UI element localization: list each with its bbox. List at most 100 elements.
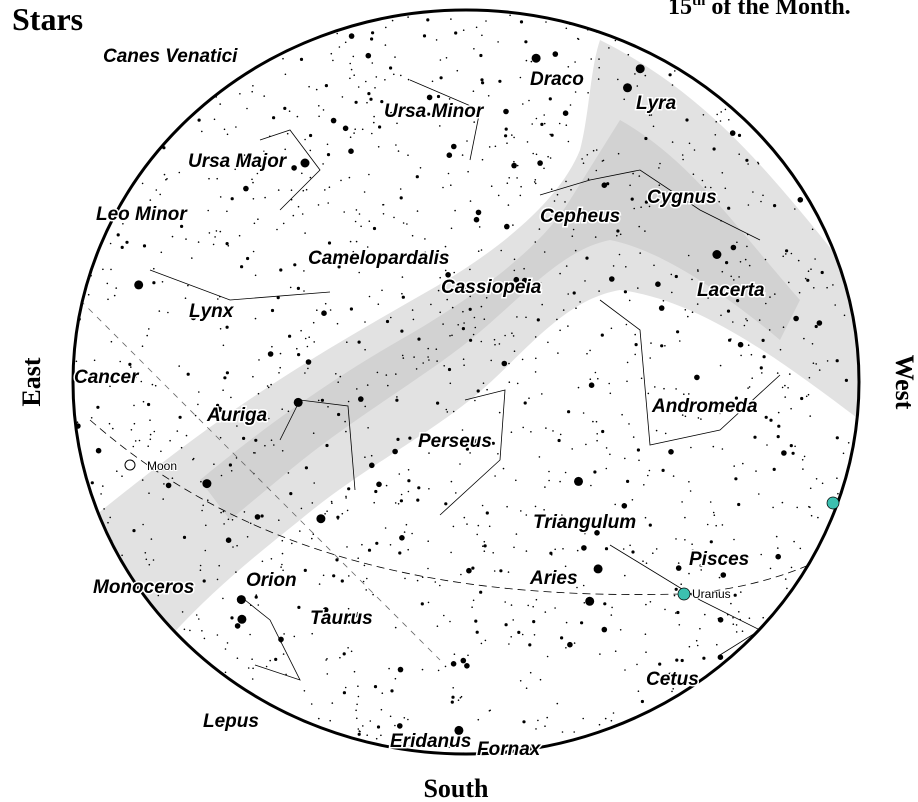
- star: [225, 672, 227, 674]
- star: [248, 667, 250, 669]
- star: [552, 430, 554, 432]
- star: [217, 298, 219, 300]
- star: [393, 74, 395, 76]
- star: [570, 104, 572, 106]
- star: [636, 64, 645, 73]
- star: [179, 172, 181, 174]
- star: [343, 126, 349, 132]
- star: [387, 385, 389, 387]
- star: [516, 316, 518, 318]
- star: [566, 28, 568, 30]
- star: [445, 270, 447, 272]
- star: [159, 194, 161, 196]
- star: [422, 362, 424, 364]
- star: [579, 301, 581, 303]
- star: [404, 578, 406, 580]
- star: [791, 253, 793, 255]
- star: [791, 567, 793, 569]
- star: [257, 218, 259, 220]
- star: [231, 470, 233, 472]
- star: [802, 468, 804, 470]
- star: [356, 704, 358, 706]
- star: [236, 457, 238, 459]
- star: [663, 388, 665, 390]
- star: [408, 79, 410, 81]
- star: [494, 570, 496, 572]
- star: [226, 242, 229, 245]
- star: [213, 463, 215, 465]
- star: [462, 154, 464, 156]
- star: [201, 131, 203, 133]
- star: [691, 279, 693, 281]
- star: [598, 67, 600, 69]
- star: [581, 545, 587, 551]
- star: [377, 372, 379, 374]
- star: [616, 235, 618, 237]
- star: [626, 381, 628, 383]
- star: [230, 616, 233, 619]
- star: [349, 177, 351, 179]
- star: [679, 624, 681, 626]
- star: [596, 421, 598, 423]
- star: [777, 435, 780, 438]
- star: [283, 223, 285, 225]
- star: [395, 502, 397, 504]
- constellation-label: Lyra: [636, 93, 677, 114]
- star: [310, 177, 312, 179]
- star: [700, 418, 702, 420]
- star: [231, 197, 234, 200]
- star: [289, 110, 291, 112]
- star: [289, 492, 292, 495]
- star: [812, 229, 814, 231]
- star: [481, 81, 484, 84]
- star: [145, 552, 147, 554]
- star: [790, 444, 793, 447]
- star: [481, 643, 483, 645]
- star: [280, 566, 282, 568]
- star: [565, 566, 567, 568]
- star: [476, 210, 482, 216]
- star: [358, 272, 360, 274]
- star: [494, 475, 496, 477]
- star: [535, 506, 537, 508]
- star: [406, 524, 408, 526]
- star: [624, 290, 627, 293]
- star: [370, 37, 373, 40]
- star: [216, 178, 218, 180]
- star: [722, 271, 724, 273]
- star: [223, 376, 226, 379]
- star: [461, 696, 463, 698]
- star: [297, 116, 299, 118]
- star: [424, 238, 426, 240]
- star: [416, 499, 419, 502]
- star: [404, 717, 406, 719]
- star: [253, 251, 255, 253]
- star: [407, 154, 409, 156]
- star: [551, 134, 554, 137]
- star: [675, 538, 677, 540]
- star: [185, 297, 187, 299]
- star: [282, 58, 284, 60]
- star: [399, 473, 401, 475]
- star: [287, 133, 289, 135]
- star: [218, 565, 220, 567]
- star: [373, 227, 376, 230]
- star: [645, 633, 647, 635]
- star: [504, 134, 507, 137]
- star: [337, 413, 340, 416]
- star: [242, 437, 245, 440]
- star: [453, 411, 455, 413]
- star: [531, 123, 533, 125]
- star: [760, 554, 762, 556]
- star: [676, 611, 679, 614]
- star: [278, 189, 280, 191]
- star: [204, 638, 206, 640]
- star: [466, 568, 472, 574]
- star: [249, 634, 251, 636]
- star: [464, 517, 466, 519]
- star: [356, 241, 358, 243]
- star: [770, 568, 772, 570]
- star: [563, 309, 565, 311]
- star: [213, 244, 215, 246]
- star: [713, 147, 716, 150]
